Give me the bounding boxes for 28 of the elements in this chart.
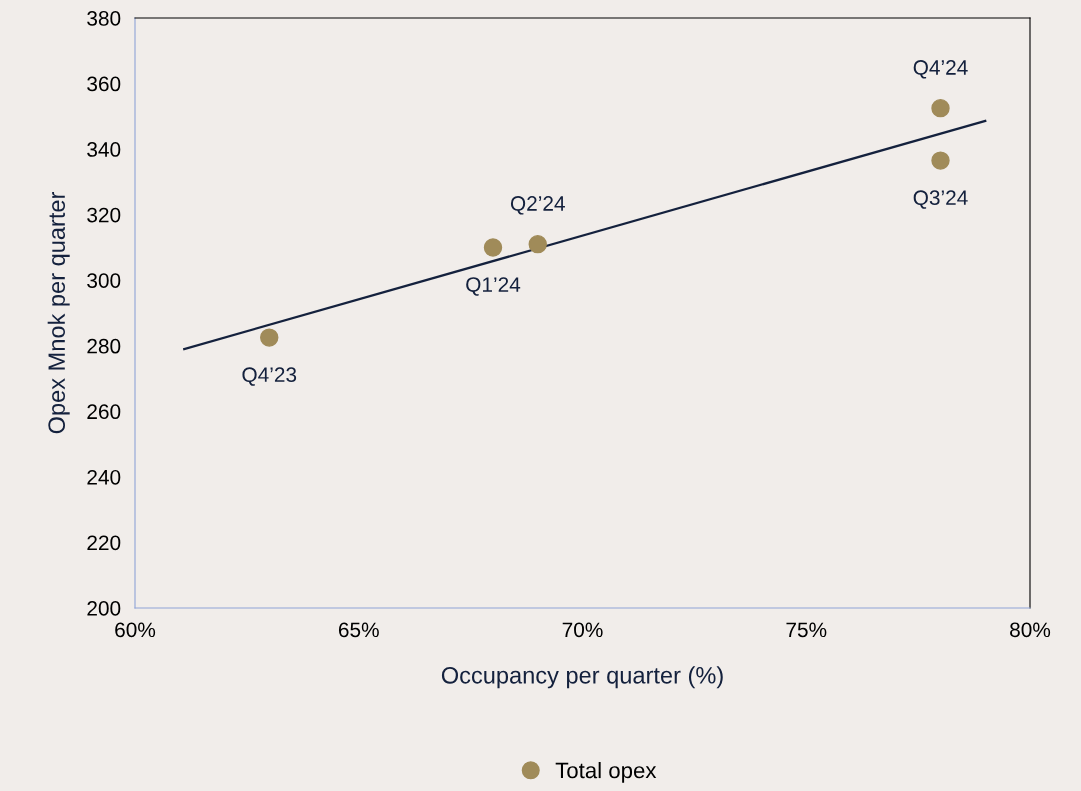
point <box>931 98 950 118</box>
y-axis-title: Opex Mnok per quarter <box>47 191 70 434</box>
annotation: Q4’24 <box>913 60 968 79</box>
x-tick-label: 65% <box>338 622 379 638</box>
y-tick-label: 280 <box>87 338 121 354</box>
y-tick-label: 260 <box>87 404 121 420</box>
x-tick-label: 60% <box>115 622 156 638</box>
x-tick-label: 80% <box>1010 622 1051 638</box>
y-tick-label: 360 <box>87 76 121 92</box>
annotation: Q3’24 <box>913 190 968 209</box>
x-tick-label: 70% <box>562 622 603 638</box>
y-tick-label: 340 <box>87 142 121 157</box>
y-tick-label: 380 <box>87 11 121 26</box>
annotation: Q4’23 <box>242 367 297 386</box>
point <box>528 234 547 254</box>
point <box>483 238 503 257</box>
y-tick-label: 240 <box>87 469 121 485</box>
annotation: Q1’24 <box>466 277 521 296</box>
point <box>931 151 950 170</box>
legend-label: Total opex <box>555 761 657 783</box>
point <box>260 328 279 347</box>
x-tick-label: 75% <box>786 622 827 638</box>
y-tick-label: 320 <box>87 207 121 223</box>
y-tick-label: 220 <box>87 535 121 551</box>
x-axis-title: Occupancy per quarter (%) <box>441 666 723 689</box>
y-tick-label: 300 <box>87 273 121 288</box>
y-tick-label: 200 <box>87 601 121 616</box>
annotation: Q2’24 <box>510 196 565 215</box>
